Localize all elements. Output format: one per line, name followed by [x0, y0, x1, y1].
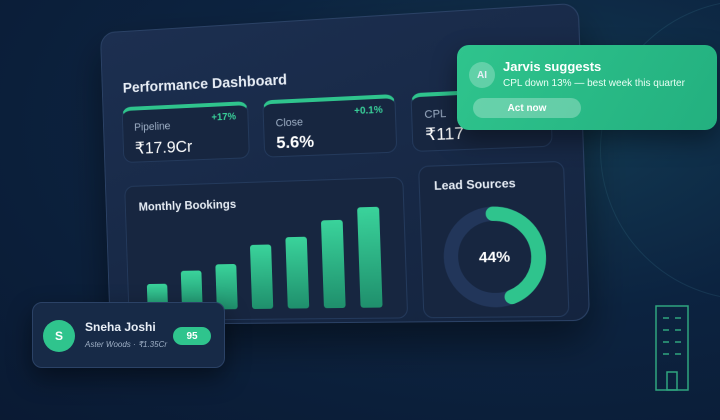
bar-chart: [146, 206, 383, 311]
lead-detail: Aster Woods · ₹1.35Cr: [85, 340, 168, 349]
kpi-label: CPL: [424, 107, 447, 122]
kpi-card: Pipeline +17% ₹17.9Cr: [121, 101, 250, 164]
kpi-change: +0.1%: [353, 104, 383, 118]
dashboard-panel: Performance Dashboard Pipeline +17% ₹17.…: [99, 2, 591, 326]
kpi-value: 5.6%: [276, 131, 315, 153]
bookings-card: Monthly Bookings: [124, 176, 409, 321]
ai-avatar: AI: [469, 62, 495, 88]
suggestion-title: Jarvis suggests: [503, 59, 602, 74]
lead-card: S Sneha Joshi Aster Woods · ₹1.35Cr 95: [32, 302, 225, 368]
lead-sources-title: Lead Sources: [433, 175, 516, 193]
kpi-label: Close: [275, 116, 304, 130]
bar: [357, 206, 383, 308]
lead-score: 95: [173, 327, 211, 345]
bar: [215, 263, 238, 310]
bar: [321, 219, 345, 309]
kpi-value: ₹117: [424, 123, 465, 145]
lead-name: Sneha Joshi: [85, 320, 156, 334]
suggestion-card: AI Jarvis suggests CPL down 13% — best w…: [457, 45, 717, 130]
kpi-label: Pipeline: [134, 120, 171, 134]
act-now-button[interactable]: Act now: [473, 98, 581, 118]
kpi-card: Close +0.1% 5.6%: [262, 94, 398, 158]
bar: [285, 236, 310, 309]
lead-avatar: S: [43, 320, 75, 352]
donut-label: 44%: [479, 249, 511, 267]
kpi-value: ₹17.9Cr: [134, 137, 193, 158]
bar: [180, 270, 203, 310]
dashboard-title: Performance Dashboard: [122, 71, 288, 97]
lead-sources-card: Lead Sources 44%: [418, 160, 570, 319]
kpi-change: +17%: [211, 111, 237, 124]
building-icon: [655, 305, 689, 391]
donut-chart: 44%: [436, 199, 555, 314]
suggestion-text: CPL down 13% — best week this quarter: [503, 78, 685, 89]
bar: [249, 244, 274, 310]
